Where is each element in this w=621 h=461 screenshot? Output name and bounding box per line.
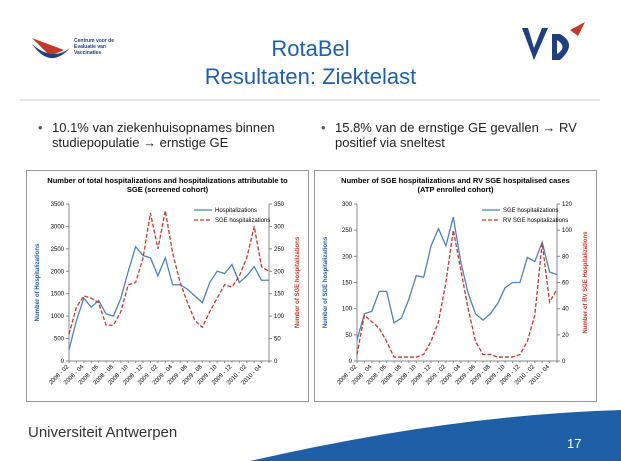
vd-logo [522, 28, 548, 60]
legend-label: RV SGE hospitalizations [503, 218, 568, 224]
y-tick-label: 200 [342, 254, 353, 260]
page-number: 17 [567, 436, 582, 451]
legend-label: SGE hospitalizations [215, 218, 270, 224]
y-tick-label: 150 [342, 281, 353, 287]
footer: Universiteit Antwerpen [28, 424, 178, 441]
series-line [356, 216, 558, 341]
logo-line: Centrum voor de [74, 38, 115, 44]
y2-axis-title: Number of RV SGE Hospitalizations [583, 231, 589, 334]
y2-tick-label: 60 [562, 281, 569, 287]
series-line [356, 230, 558, 358]
y2-tick-label: 0 [274, 359, 278, 365]
logo-line: Evaluatie van [74, 44, 106, 50]
y-tick-label: 3000 [51, 224, 65, 230]
y-tick-label: 50 [345, 333, 352, 339]
chart-box: Number of total hospitalizations and hos… [26, 170, 309, 402]
swoosh [250, 410, 621, 461]
chart-box: Number of SGE hospitalizations and RV SG… [314, 170, 597, 402]
y2-axis-title: Number of SGE hospitalizations [295, 236, 301, 328]
y2-tick-label: 20 [562, 333, 569, 339]
y-tick-label: 2000 [51, 269, 65, 275]
y-tick-label: 1000 [51, 314, 65, 320]
y2-tick-label: 120 [562, 202, 573, 208]
legend-label: Hospitalizations [215, 208, 257, 214]
y2-tick-label: 50 [274, 337, 281, 343]
slide-subtitle: Resultaten: Ziektelast [204, 64, 417, 89]
y-tick-label: 300 [342, 202, 353, 208]
logo-line: Vaccinaties [74, 50, 102, 56]
y2-tick-label: 100 [562, 228, 573, 234]
bullet: 15.8% van de ernstige GE gevallen → RV p… [321, 120, 600, 150]
y2-tick-label: 200 [274, 269, 285, 275]
y2-tick-label: 350 [274, 202, 285, 208]
y-axis-title: Number of Hospitalizations [35, 243, 41, 321]
y2-tick-label: 40 [562, 307, 569, 313]
y-tick-label: 1500 [51, 292, 65, 298]
series-line [68, 210, 270, 335]
bullet: 10.1% van ziekenhuisopnames binnen studi… [38, 120, 302, 150]
series-line [68, 245, 269, 350]
y-tick-label: 250 [342, 228, 353, 234]
chart-title: Number of SGE hospitalizations and RV SG… [341, 176, 570, 194]
logo-text: Centrum voor de Evaluatie van Vaccinatie… [74, 38, 114, 56]
y-axis-title: Number of SGE hospitalizations [323, 236, 329, 328]
logo-mark [32, 44, 70, 59]
y-tick-label: 3500 [51, 202, 65, 208]
chart: 0 500 1000 1500 2000 2500 3000 3500 0 50 100 150 200… [35, 202, 301, 386]
legend-label: SGE hospitalizations [503, 208, 558, 214]
slide-title: RotaBel [271, 36, 350, 61]
vd-logo [552, 34, 569, 60]
y-tick-label: 500 [54, 337, 65, 343]
chart-title: Number of total hospitalizations and hos… [47, 176, 288, 194]
y-tick-label: 2500 [51, 247, 65, 253]
y-tick-label: 0 [61, 359, 65, 365]
y2-tick-label: 300 [274, 224, 285, 230]
y2-tick-label: 100 [274, 314, 285, 320]
y2-tick-label: 250 [274, 247, 285, 253]
y2-tick-label: 0 [562, 359, 566, 365]
vd-logo [570, 22, 585, 36]
y-tick-label: 0 [349, 359, 353, 365]
y2-tick-label: 150 [274, 292, 285, 298]
y-tick-label: 100 [342, 307, 353, 313]
logo-mark [32, 38, 64, 56]
y2-tick-label: 80 [562, 254, 569, 260]
